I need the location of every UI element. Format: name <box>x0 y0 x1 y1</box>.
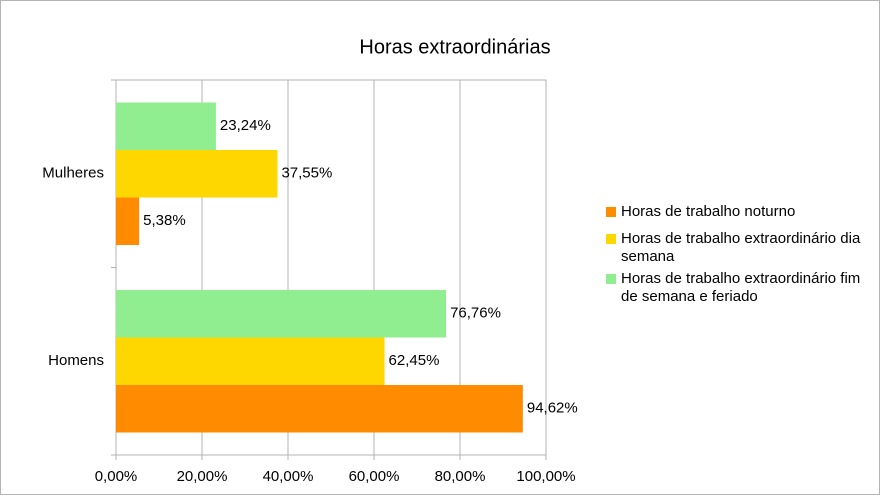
value-label: 94,62% <box>527 400 578 417</box>
legend-item: Horas de trabalho extraordinário dia sem… <box>606 230 874 266</box>
chart-title: Horas extraordinárias <box>359 36 550 58</box>
value-label: 5,38% <box>143 212 186 229</box>
y-tick-label: Mulheres <box>42 165 104 182</box>
x-tick-label: 0,00% <box>95 468 138 485</box>
legend-swatch <box>606 234 616 244</box>
legend-label: Horas de trabalho extraordinário dia sem… <box>621 230 861 265</box>
legend-swatch <box>606 207 616 217</box>
legend-swatch <box>606 274 616 284</box>
bar <box>116 385 523 433</box>
value-label: 62,45% <box>389 352 440 369</box>
value-label: 23,24% <box>220 117 271 134</box>
value-label: 37,55% <box>281 165 332 182</box>
value-label: 76,76% <box>450 305 501 322</box>
y-tick-label: Homens <box>48 352 104 369</box>
x-tick-label: 80,00% <box>435 468 486 485</box>
x-tick-label: 20,00% <box>177 468 228 485</box>
legend-label: Horas de trabalho extraordinário fim de … <box>621 270 861 305</box>
bar <box>116 337 385 385</box>
x-tick-label: 100,00% <box>516 468 575 485</box>
bar <box>116 197 140 245</box>
bar <box>116 290 447 338</box>
legend-label: Horas de trabalho noturno <box>621 203 796 220</box>
x-tick-label: 60,00% <box>349 468 400 485</box>
bar <box>116 102 216 150</box>
legend-item: Horas de trabalho extraordinário fim de … <box>606 270 874 306</box>
legend-item: Horas de trabalho noturno <box>606 203 874 221</box>
x-tick-label: 40,00% <box>263 468 314 485</box>
bar <box>116 150 278 198</box>
